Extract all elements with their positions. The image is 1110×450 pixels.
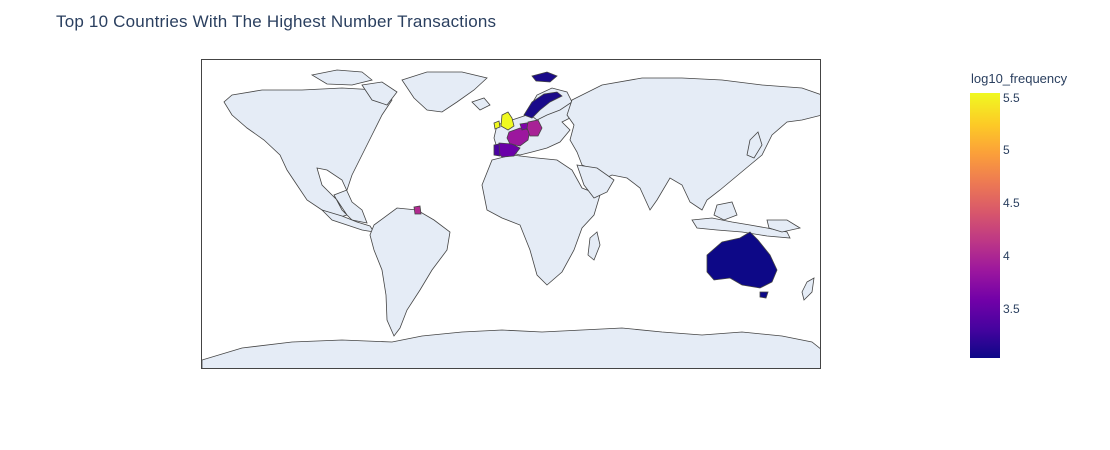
north-america-shape bbox=[223, 87, 393, 224]
baffin-island-shape bbox=[361, 81, 398, 106]
colorbar bbox=[970, 93, 1000, 358]
antarctica-shape bbox=[202, 327, 820, 368]
colorbar-tick-4-5: 4.5 bbox=[1003, 196, 1020, 210]
madagascar-shape bbox=[587, 231, 601, 261]
country-svalbard[interactable] bbox=[531, 71, 558, 83]
country-ireland[interactable] bbox=[493, 120, 501, 130]
iceland-shape bbox=[471, 97, 491, 111]
highlighted-countries bbox=[413, 71, 778, 299]
africa-shape bbox=[481, 154, 601, 286]
colorbar-tick-3-5: 3.5 bbox=[1003, 302, 1020, 316]
colorbar-tick-5-5: 5.5 bbox=[1003, 91, 1020, 105]
country-french-guiana[interactable] bbox=[413, 205, 422, 215]
arabia-shape bbox=[576, 164, 615, 199]
country-norway[interactable] bbox=[523, 91, 563, 119]
country-portugal[interactable] bbox=[493, 143, 501, 157]
colorbar-tick-4: 4 bbox=[1003, 249, 1010, 263]
new-guinea-shape bbox=[766, 219, 802, 233]
greenland-shape bbox=[401, 71, 488, 113]
chart-title: Top 10 Countries With The Highest Number… bbox=[56, 12, 497, 31]
colorbar-tick-5: 5 bbox=[1003, 143, 1010, 157]
south-america-shape bbox=[369, 207, 451, 337]
borneo-shape bbox=[713, 201, 738, 221]
land-layer bbox=[202, 69, 820, 368]
indonesia-shape bbox=[691, 217, 791, 239]
japan-shape bbox=[746, 131, 763, 159]
arctic-islands-shape bbox=[310, 69, 373, 86]
country-germany[interactable] bbox=[526, 119, 543, 137]
new-zealand-shape bbox=[801, 277, 815, 301]
country-united-kingdom[interactable] bbox=[500, 111, 515, 131]
world-map[interactable] bbox=[201, 59, 821, 369]
country-tasmania[interactable] bbox=[759, 291, 769, 299]
map-svg bbox=[202, 69, 820, 368]
country-australia[interactable] bbox=[706, 231, 778, 289]
colorbar-title: log10_frequency bbox=[971, 71, 1068, 86]
